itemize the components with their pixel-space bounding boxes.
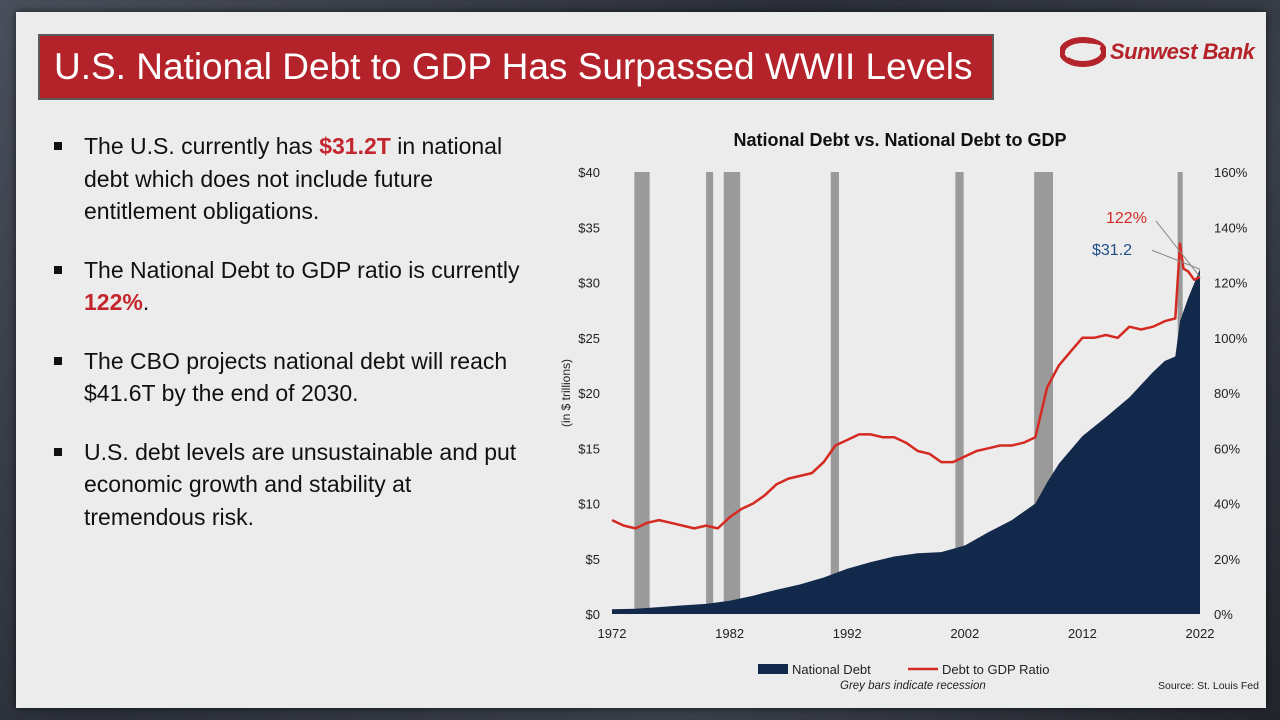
bullet-text: in national debt which does not include … bbox=[84, 133, 503, 224]
y-tick-label: $30 bbox=[578, 276, 600, 291]
y2-tick-label: 160% bbox=[1214, 165, 1248, 180]
bullet-marker bbox=[54, 265, 62, 274]
sunwest-bank-logo: Sunwest Bank bbox=[1060, 36, 1255, 70]
legend-label-national-debt: National Debt bbox=[792, 662, 871, 676]
national-debt-area bbox=[612, 269, 1200, 614]
debt-annotation: $31.2 bbox=[1092, 242, 1132, 259]
legend-label-ratio: Debt to GDP Ratio bbox=[942, 662, 1049, 676]
y2-tick-label: 80% bbox=[1214, 386, 1240, 401]
y2-tick-label: 60% bbox=[1214, 441, 1240, 456]
y-axis-label: (in $ trillions) bbox=[559, 359, 573, 427]
chart-title: National Debt vs. National Debt to GDP bbox=[733, 130, 1066, 150]
recession-footnote: Grey bars indicate recession bbox=[840, 680, 986, 692]
slide-title: U.S. National Debt to GDP Has Surpassed … bbox=[38, 34, 994, 100]
bullet-marker bbox=[54, 356, 62, 365]
bullet-text: The U.S. currently has bbox=[84, 133, 320, 159]
y2-tick-label: 20% bbox=[1214, 552, 1240, 567]
y-tick-label: $5 bbox=[586, 552, 600, 567]
x-tick-label: 1972 bbox=[598, 626, 627, 641]
slide: U.S. National Debt to GDP Has Surpassed … bbox=[16, 12, 1266, 708]
recession-bar bbox=[955, 172, 964, 614]
y2-tick-label: 100% bbox=[1214, 331, 1248, 346]
recession-bar bbox=[634, 172, 650, 614]
x-tick-label: 1992 bbox=[833, 626, 862, 641]
bullet-list: The U.S. currently has $31.2T in nationa… bbox=[52, 130, 532, 559]
x-tick-label: 2012 bbox=[1068, 626, 1097, 641]
y-tick-label: $15 bbox=[578, 441, 600, 456]
source-note: Source: St. Louis Fed bbox=[1158, 680, 1259, 692]
bullet-text: U.S. debt levels are unsustainable and p… bbox=[84, 438, 517, 530]
debt-vs-gdp-chart: National Debt vs. National Debt to GDP $0… bbox=[559, 130, 1248, 676]
y2-tick-label: 40% bbox=[1214, 497, 1240, 512]
annotation-leader-line bbox=[1151, 249, 1201, 270]
x-tick-label: 1982 bbox=[715, 626, 744, 641]
x-tick-label: 2002 bbox=[950, 626, 979, 641]
ratio-annotation: 122% bbox=[1106, 210, 1147, 227]
bullet-highlight: 122% bbox=[84, 289, 143, 315]
y-tick-label: $25 bbox=[578, 331, 600, 346]
bullet-sustainability: U.S. debt levels are unsustainable and p… bbox=[52, 436, 532, 534]
bullet-text: . bbox=[142, 289, 150, 315]
y-tick-label: $40 bbox=[578, 165, 600, 180]
y2-tick-label: 120% bbox=[1214, 276, 1248, 291]
bullet-debt-ratio: The National Debt to GDP ratio is curren… bbox=[52, 254, 532, 319]
y-tick-label: $10 bbox=[578, 497, 600, 512]
annotation-leader-line bbox=[1155, 220, 1201, 278]
logo-text: Sunwest Bank bbox=[1110, 39, 1255, 64]
y-tick-label: $20 bbox=[578, 386, 600, 401]
bullet-marker bbox=[54, 447, 62, 456]
bullet-cbo-projection: The CBO projects national debt will reac… bbox=[52, 345, 532, 410]
logo-swoosh-icon bbox=[1060, 37, 1106, 67]
bullet-marker bbox=[54, 142, 62, 150]
legend-swatch-national-debt bbox=[758, 664, 788, 674]
bullet-debt-total: The U.S. currently has $31.2T in nationa… bbox=[52, 130, 532, 228]
y2-tick-label: 0% bbox=[1214, 607, 1233, 622]
bullet-highlight: $31.2T bbox=[319, 133, 391, 159]
bullet-text: The National Debt to GDP ratio is curren… bbox=[84, 256, 520, 283]
debt-to-gdp-line bbox=[611, 242, 1201, 530]
recession-bar bbox=[723, 172, 741, 614]
y2-tick-label: 140% bbox=[1214, 220, 1248, 235]
bullet-text: The CBO projects national debt will reac… bbox=[84, 347, 508, 407]
y-tick-label: $0 bbox=[586, 607, 600, 622]
recession-bar bbox=[830, 172, 839, 614]
y-tick-label: $35 bbox=[578, 220, 600, 235]
recession-bar bbox=[706, 172, 714, 614]
x-tick-label: 2022 bbox=[1186, 626, 1215, 641]
